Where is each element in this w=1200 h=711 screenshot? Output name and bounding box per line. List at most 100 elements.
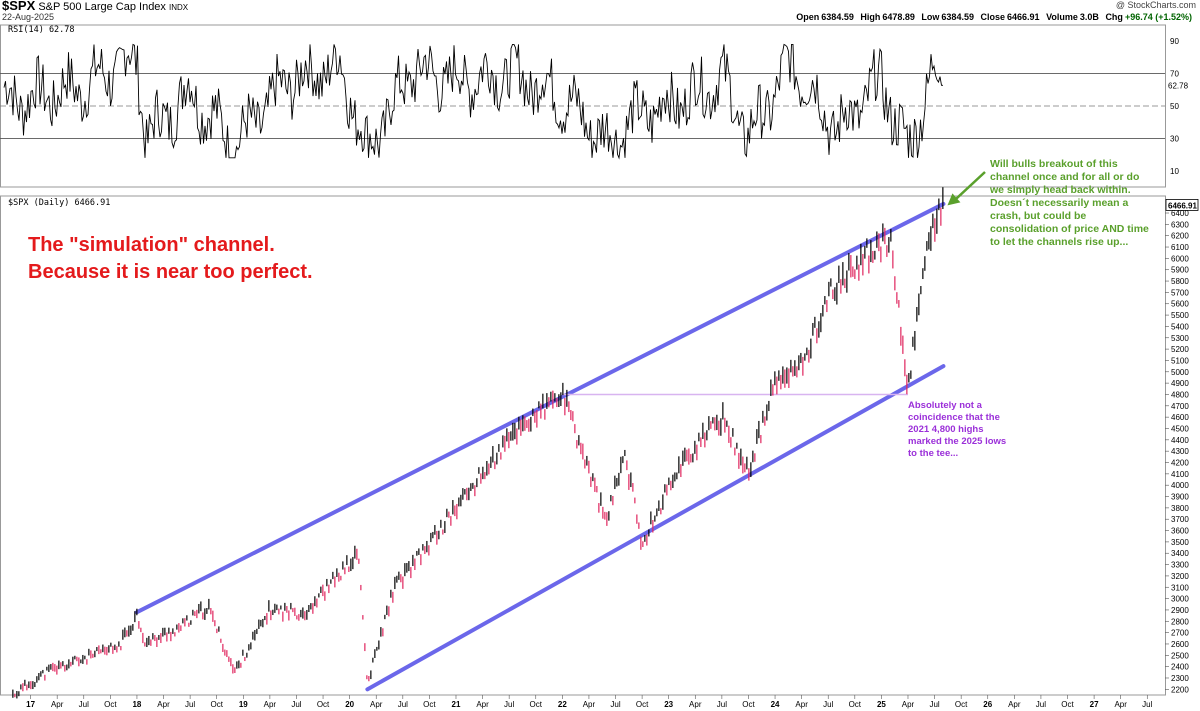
price-tick-label: 4500 — [1171, 424, 1189, 433]
price-tick-label: 4400 — [1171, 436, 1189, 445]
rsi-tick-label: 70 — [1170, 70, 1179, 79]
x-tick-label: Jul — [291, 700, 301, 709]
price-tick-label: 3700 — [1171, 515, 1189, 524]
price-tick-label: 5600 — [1171, 300, 1189, 309]
x-tick-label: Jul — [185, 700, 195, 709]
price-tick-label: 5800 — [1171, 277, 1189, 286]
x-tick-label: Apr — [476, 700, 489, 709]
index-name: S&P 500 Large Cap Index — [38, 1, 166, 13]
price-tick-label: 4600 — [1171, 413, 1189, 422]
price-tick-label: 5700 — [1171, 288, 1189, 297]
x-tick-label: Oct — [1061, 700, 1074, 709]
price-panel: 2200 2300 2400 2500 2600 2700 2800 2900 3000 3100… — [0, 171, 1199, 709]
x-tick-label: 23 — [664, 700, 673, 709]
annotation-arrowhead — [947, 193, 961, 206]
x-tick-label: Apr — [1008, 700, 1021, 709]
volume-label: Volume — [1046, 12, 1078, 22]
price-tick-label: 5400 — [1171, 322, 1189, 331]
price-tick-label: 3500 — [1171, 538, 1189, 547]
annotation-title-line2: Because it is near too perfect. — [28, 261, 313, 283]
price-tick-label: 3300 — [1171, 561, 1189, 570]
price-tick-label: 2700 — [1171, 629, 1189, 638]
price-label: $SPX (Daily) 6466.91 — [8, 198, 110, 208]
price-tick-label: 6400 — [1171, 209, 1189, 218]
x-tick-label: Apr — [902, 700, 915, 709]
x-tick-label: 26 — [983, 700, 992, 709]
price-tick-label: 6100 — [1171, 243, 1189, 252]
x-tick-label: Jul — [823, 700, 833, 709]
price-tick-label: 5300 — [1171, 334, 1189, 343]
x-tick-label: Jul — [504, 700, 514, 709]
price-tick-label: 6300 — [1171, 220, 1189, 229]
x-tick-label: Apr — [264, 700, 277, 709]
x-tick-label: 18 — [132, 700, 141, 709]
low-label: Low — [921, 12, 940, 22]
support-annotation: Absolutely not a coincidence that the 20… — [908, 400, 1007, 459]
annotation-arrow — [952, 171, 986, 203]
rsi-tick-label: 50 — [1170, 102, 1179, 111]
price-tick-label: 4800 — [1171, 390, 1189, 399]
x-tick-label: 22 — [558, 700, 567, 709]
price-tick-label: 2900 — [1171, 606, 1189, 615]
x-tick-label: 20 — [345, 700, 354, 709]
rsi-series-line — [3, 43, 943, 160]
price-tick-label: 4000 — [1171, 481, 1189, 490]
price-tick-label: 4300 — [1171, 447, 1189, 456]
chg-label: Chg — [1105, 12, 1123, 22]
rsi-tick-label: 10 — [1170, 167, 1179, 176]
x-tick-label: Jul — [398, 700, 408, 709]
price-tick-label: 5000 — [1171, 368, 1189, 377]
x-tick-label: 24 — [771, 700, 780, 709]
close-value: 6466.91 — [1007, 12, 1040, 22]
x-tick-label: Oct — [636, 700, 649, 709]
price-tick-label: 3200 — [1171, 572, 1189, 581]
x-tick-label: Oct — [104, 700, 117, 709]
price-tick-label: 5900 — [1171, 266, 1189, 275]
last-price-box — [1165, 199, 1199, 211]
chart-date: 22-Aug-2025 — [2, 12, 55, 22]
x-tick-label: Apr — [1114, 700, 1127, 709]
price-frame — [0, 195, 1166, 696]
open-value: 6384.59 — [821, 12, 854, 22]
x-tick-label: 19 — [239, 700, 248, 709]
high-value: 6478.89 — [882, 12, 915, 22]
rsi-tick-label: 90 — [1170, 37, 1179, 46]
x-tick-label: Apr — [795, 700, 808, 709]
price-tick-label: 4100 — [1171, 470, 1189, 479]
close-label: Close — [980, 12, 1005, 22]
x-tick-label: Apr — [157, 700, 170, 709]
price-tick-label: 3400 — [1171, 549, 1189, 558]
x-tick-label: Jul — [79, 700, 89, 709]
exchange: INDX — [169, 3, 189, 12]
price-tick-label: 5500 — [1171, 311, 1189, 320]
price-tick-label: 2800 — [1171, 617, 1189, 626]
high-label: High — [860, 12, 881, 22]
open-label: Open — [796, 12, 820, 22]
price-tick-label: 3100 — [1171, 583, 1189, 592]
x-tick-label: Jul — [1036, 700, 1046, 709]
x-tick-label: Apr — [689, 700, 702, 709]
price-tick-label: 4700 — [1171, 402, 1189, 411]
price-tick-label: 3000 — [1171, 595, 1189, 604]
rsi-last-value: 62.78 — [1168, 81, 1189, 90]
x-tick-label: 27 — [1090, 700, 1099, 709]
brand-watermark: @ StockCharts.com — [1115, 0, 1196, 10]
x-tick-label: Oct — [317, 700, 330, 709]
x-tick-label: Apr — [370, 700, 383, 709]
price-tick-label: 4900 — [1171, 379, 1189, 388]
rsi-label: RSI(14) 62.78 — [8, 25, 75, 35]
rsi-panel: 10 30 50 70 90 RSI(14) 62.78 62.78 — [0, 24, 1189, 188]
chart-header: $SPX S&P 500 Large Cap Index INDX — [2, 0, 188, 14]
price-tick-label: 6000 — [1171, 254, 1189, 263]
breakout-annotation: Will bulls breakout of this channel once… — [990, 158, 1149, 248]
x-tick-label: Jul — [610, 700, 620, 709]
rsi-tick-label: 30 — [1170, 134, 1179, 143]
price-tick-label: 2200 — [1171, 685, 1189, 694]
x-tick-label: Oct — [423, 700, 436, 709]
symbol: $SPX — [2, 0, 36, 13]
x-tick-label: Oct — [210, 700, 223, 709]
channel-annotation: The "simulation" channel. Because it is … — [28, 232, 388, 286]
ohlc-stats: Open 6384.59 High 6478.89 Low 6384.59 Close… — [792, 12, 1192, 22]
x-tick-label: Jul — [1142, 700, 1152, 709]
